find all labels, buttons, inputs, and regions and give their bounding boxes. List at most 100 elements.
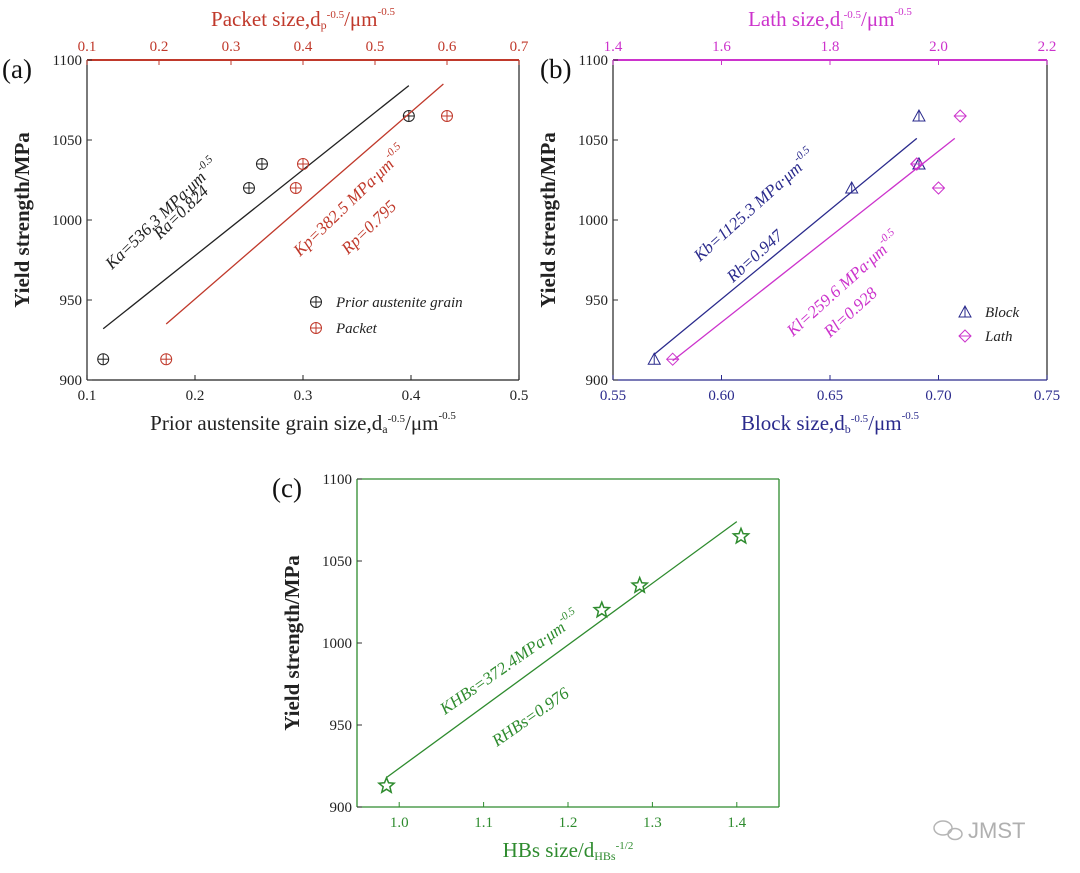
x-tick-label-bottom: 0.65 (817, 388, 843, 404)
label-part: Prior austensite grain size,d (150, 411, 383, 435)
data-point (912, 108, 926, 122)
data-point (441, 110, 453, 122)
x-tick-label-top: 0.2 (150, 39, 169, 55)
data-point (297, 158, 309, 170)
data-point (910, 157, 924, 171)
annotation-part: RHBs=0.976 (488, 683, 573, 751)
fit-line (386, 521, 738, 779)
fit-line (165, 83, 444, 325)
label-part: Packet size,d (211, 7, 321, 31)
x-tick-label-bottom: 0.70 (925, 388, 951, 404)
data-point (844, 180, 859, 194)
x-tick-label-bottom: 0.4 (402, 388, 421, 404)
chart-panel-1: 900 950 1000 1050 1100 Yield strength/MPa 0.55… (536, 6, 1060, 436)
data-point (592, 600, 612, 619)
legend: Block Lath (958, 304, 1019, 345)
legend-label: Lath (984, 329, 1013, 345)
data-point (289, 182, 302, 194)
y-tick-label: 1100 (579, 53, 608, 69)
x-tick-label-bottom: 0.1 (78, 388, 97, 404)
x-tick-label-top: 0.5 (366, 39, 385, 55)
k-annotation: Ka=536.3 MPa·μm-0.5 (99, 153, 223, 274)
y-tick-label: 950 (60, 293, 83, 309)
data-point (255, 158, 268, 170)
label-part: -0.5 (894, 6, 912, 18)
data-point (376, 775, 396, 794)
fit-line (672, 137, 956, 362)
panel-label: (a) (2, 54, 32, 84)
y-tick-label: 1050 (578, 133, 608, 149)
y-tick-label: 1050 (52, 133, 82, 149)
marker-star (731, 526, 751, 545)
x-tick-label-top: 1.6 (712, 39, 731, 55)
data-point (931, 181, 946, 195)
label-part: HBs (594, 849, 616, 863)
fit-line (102, 85, 410, 330)
label-part: -0.5 (327, 9, 345, 21)
x-tick-label-top: 2.2 (1038, 39, 1057, 55)
wechat-icon (933, 820, 963, 841)
x-tick-label-top: 0.6 (438, 39, 457, 55)
label-part: /μm (344, 7, 377, 31)
x-tick-label-bottom: 0.75 (1034, 388, 1060, 404)
x-axis-label-top: Packet size,dp-0.5/μm-0.5 (211, 6, 395, 32)
chart-panel-0: 900 950 1000 1050 1100 Yield strength/MPa 0.1 0… (2, 6, 529, 436)
watermark-text: JMST (968, 818, 1025, 843)
y-tick-label: 1100 (53, 53, 82, 69)
x-tick-label-top: 0.4 (294, 39, 313, 55)
label-part: -0.5 (844, 9, 862, 21)
data-point (402, 110, 415, 122)
y-tick-label: 950 (330, 718, 353, 734)
x-tick-label-bottom: 0.2 (186, 388, 205, 404)
y-tick-label: 900 (60, 373, 83, 389)
data-point (160, 353, 173, 366)
x-axis-label-top: Lath size,dl-0.5/μm-0.5 (748, 6, 912, 32)
label-part: /μm (868, 411, 901, 435)
y-tick-label: 1100 (323, 472, 352, 488)
x-tick-label-bottom: 0.3 (294, 388, 313, 404)
y-axis-label: Yield strength/MPa (536, 132, 560, 308)
x-axis-label-bottom: Block size,db-0.5/μm-0.5 (741, 410, 920, 436)
x-tick-label-bottom: 0.55 (600, 388, 626, 404)
x-tick-label-bottom: 1.1 (474, 815, 493, 831)
x-tick-label-bottom: 1.0 (390, 815, 409, 831)
x-tick-label-bottom: 1.2 (559, 815, 578, 831)
x-axis-label-bottom: Prior austensite grain size,da-0.5/μm-0.… (150, 410, 456, 436)
label-part: -0.5 (378, 6, 396, 18)
data-point (97, 353, 110, 366)
label-part: /μm (861, 7, 894, 31)
data-point (953, 109, 967, 123)
legend: Prior austenite grain Packet (310, 295, 463, 337)
label-part: HBs size/d (503, 838, 595, 862)
fit-line (653, 137, 918, 355)
marker-diamond (958, 329, 972, 343)
x-tick-label-top: 0.7 (510, 39, 529, 55)
watermark: JMST (933, 818, 1025, 843)
x-axis-label-bottom: HBs size/dHBs-1/2 (503, 838, 634, 863)
data-point (243, 182, 255, 194)
data-point (958, 329, 972, 343)
label-part: p (321, 18, 327, 32)
y-tick-label: 950 (586, 293, 609, 309)
panel-label: (b) (540, 54, 571, 84)
y-tick-label: 1050 (322, 554, 352, 570)
label-part: -0.5 (851, 413, 869, 425)
r-annotation: RHBs=0.976 (488, 683, 573, 751)
label-part: b (845, 422, 851, 436)
y-axis-label: Yield strength/MPa (10, 132, 34, 308)
data-point (310, 296, 322, 308)
x-tick-label-top: 2.0 (929, 39, 948, 55)
x-tick-label-top: 1.4 (604, 39, 623, 55)
x-tick-label-bottom: 1.3 (643, 815, 662, 831)
panel-label: (c) (272, 473, 302, 503)
marker-diamond (910, 157, 924, 171)
x-tick-label-top: 1.8 (821, 39, 840, 55)
label-part: -1/2 (616, 840, 634, 852)
label-part: Lath size,d (748, 7, 841, 31)
wechat-bubble-large (933, 820, 953, 836)
x-tick-label-top: 0.3 (222, 39, 241, 55)
data-point (958, 304, 972, 318)
y-tick-label: 1000 (52, 213, 82, 229)
x-tick-label-bottom: 1.4 (727, 815, 746, 831)
